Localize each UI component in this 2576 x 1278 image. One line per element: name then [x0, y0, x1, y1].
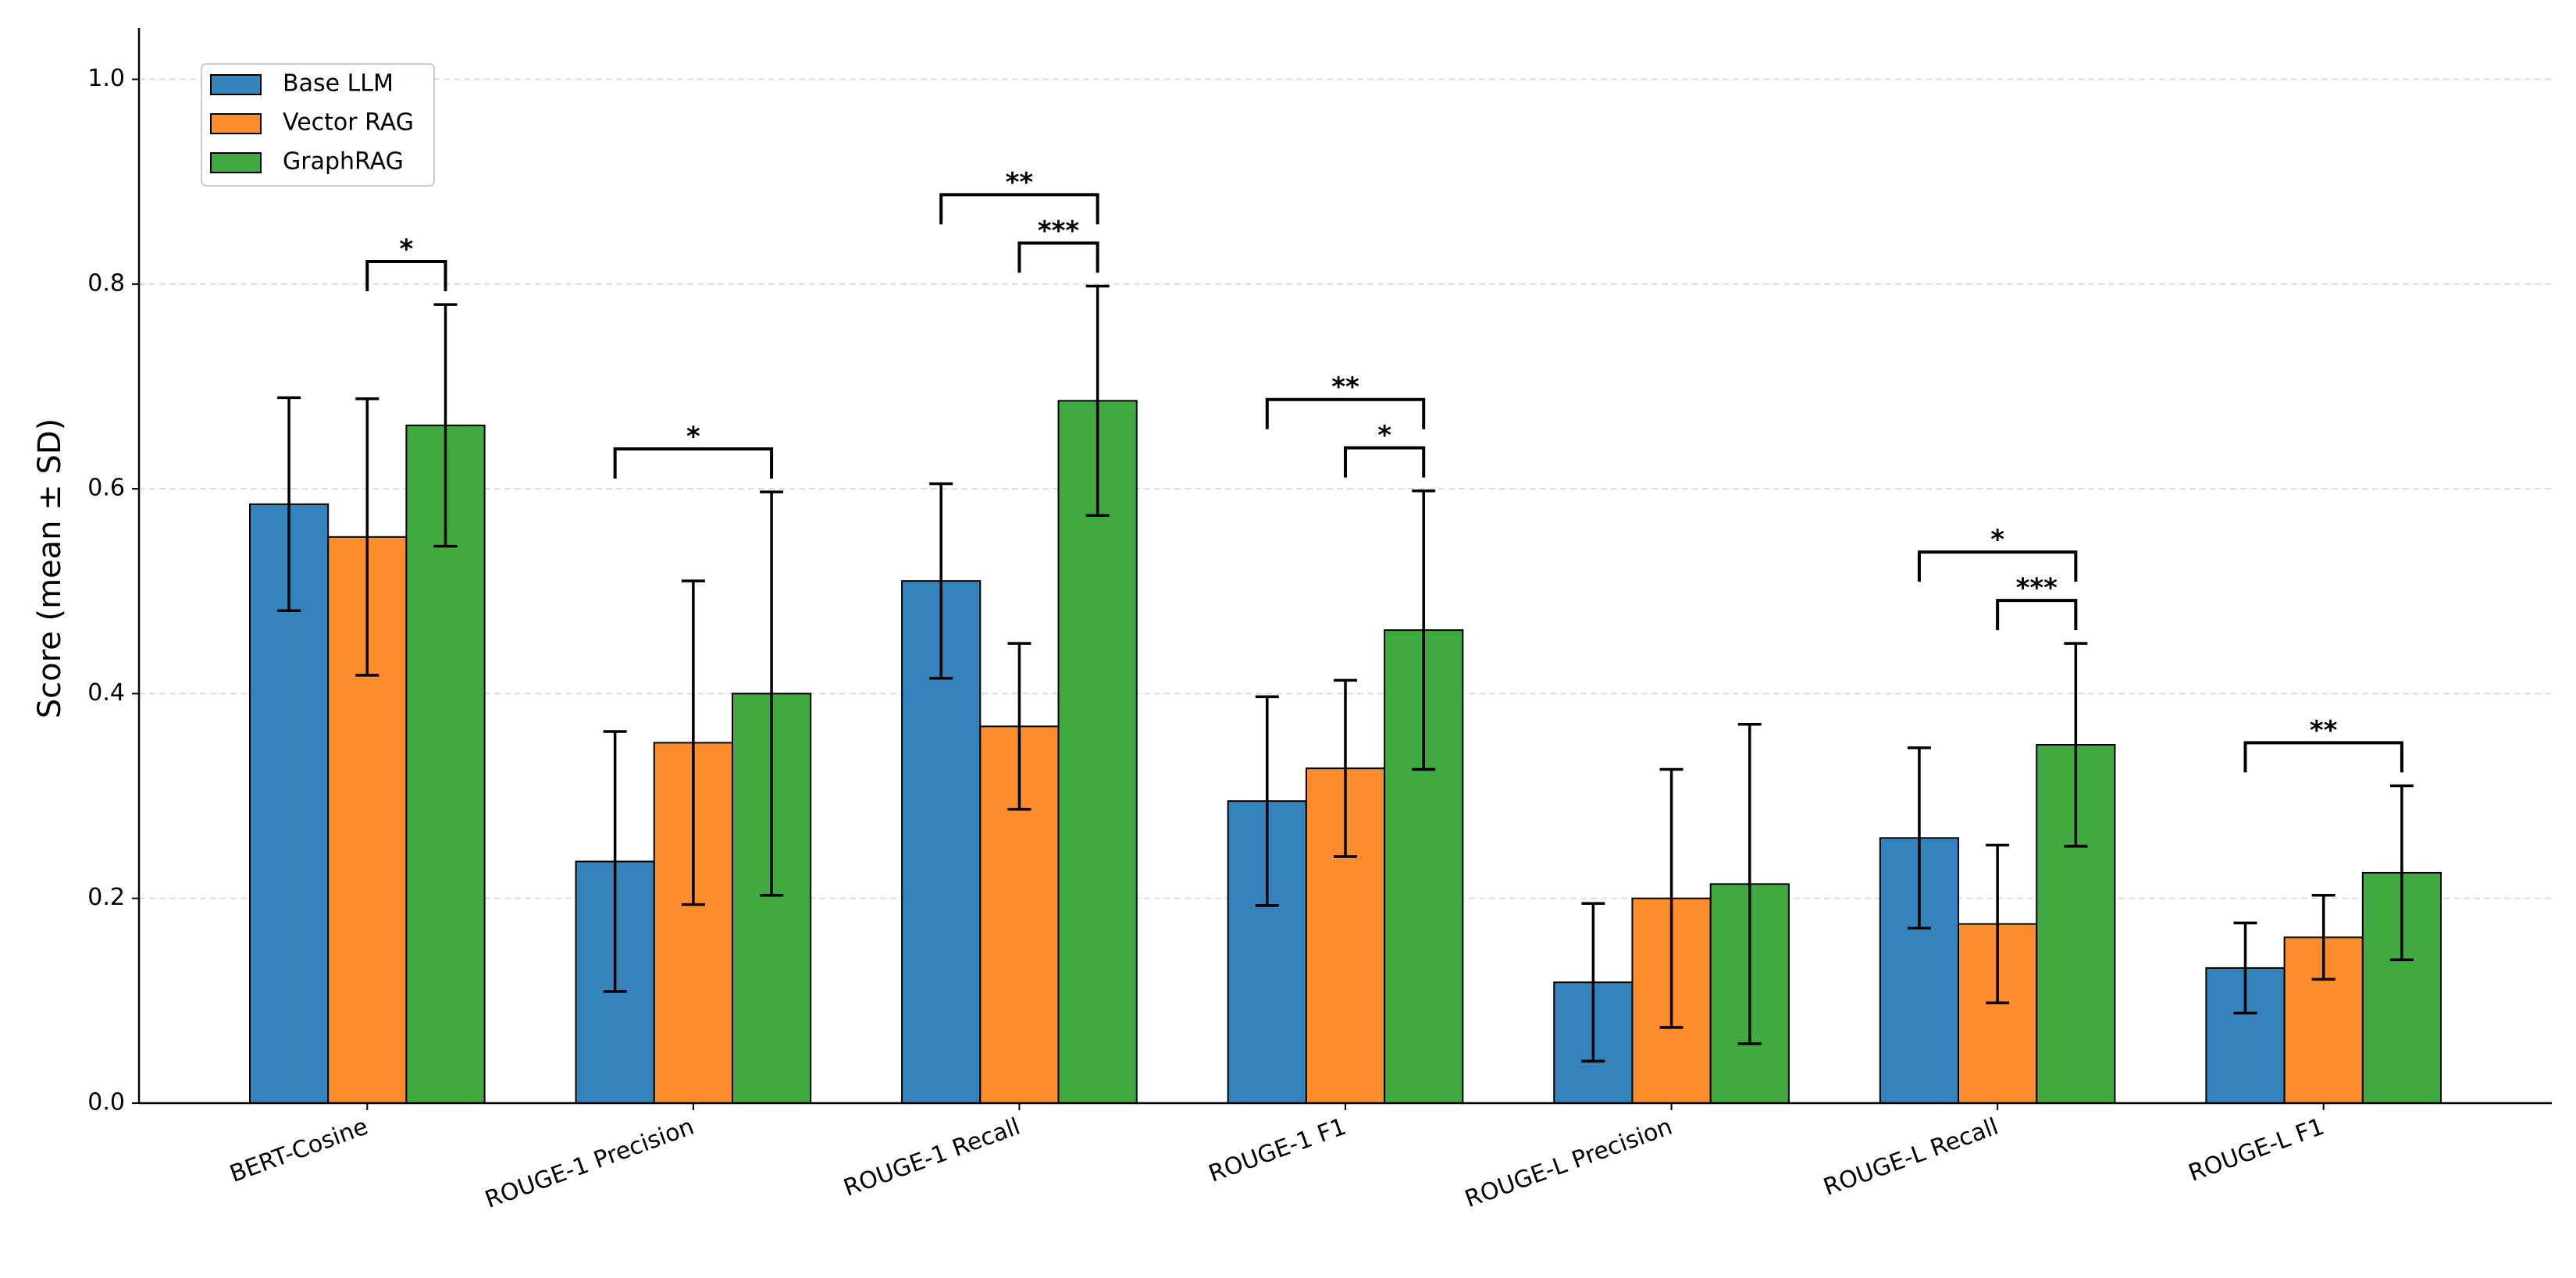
legend-label: GraphRAG — [283, 148, 404, 176]
significance-label: ** — [1331, 372, 1359, 403]
legend-swatch — [210, 113, 262, 134]
significance-label: ** — [1006, 167, 1034, 198]
y-axis-label: Score (mean ± SD) — [32, 418, 68, 719]
y-tick-label: 0.4 — [87, 679, 125, 707]
significance-label: * — [1990, 525, 2004, 556]
significance-label: ** — [2310, 715, 2338, 746]
x-tick-label: ROUGE-L Precision — [1462, 1113, 1676, 1214]
significance-bracket — [1996, 599, 2078, 631]
x-tick-label: BERT-Cosine — [226, 1113, 372, 1188]
significance-label: *** — [1038, 215, 1080, 247]
significance-bracket — [939, 193, 1099, 225]
x-tick-label: ROUGE-1 Precision — [482, 1113, 698, 1214]
y-tick-label: 0.0 — [87, 1089, 125, 1116]
y-tick-label: 1.0 — [87, 65, 125, 92]
y-tick-label: 0.2 — [87, 884, 125, 911]
significance-bracket — [1265, 397, 1426, 429]
legend-swatch — [210, 74, 262, 95]
legend-label: Vector RAG — [283, 109, 414, 137]
significance-bracket — [1344, 446, 1426, 478]
significance-label: *** — [2016, 573, 2058, 604]
bar — [1057, 400, 1138, 1104]
significance-label: * — [686, 421, 700, 452]
x-tick-label: ROUGE-1 Recall — [840, 1113, 1024, 1202]
y-tick-label: 0.8 — [87, 269, 125, 297]
x-tick-label: ROUGE-L Recall — [1820, 1113, 2002, 1201]
y-tick-label: 0.6 — [87, 475, 125, 502]
significance-bracket — [2243, 741, 2403, 773]
significance-bracket — [1917, 550, 2078, 582]
significance-bracket — [365, 260, 447, 292]
legend-label: Base LLM — [283, 70, 394, 98]
x-tick-label: ROUGE-1 F1 — [1205, 1113, 1349, 1188]
legend-swatch — [210, 152, 262, 173]
x-tick-label: ROUGE-L F1 — [2185, 1113, 2328, 1187]
significance-bracket — [613, 447, 774, 479]
significance-bracket — [1017, 241, 1099, 273]
significance-label: * — [1377, 420, 1391, 451]
significance-label: * — [400, 234, 414, 265]
